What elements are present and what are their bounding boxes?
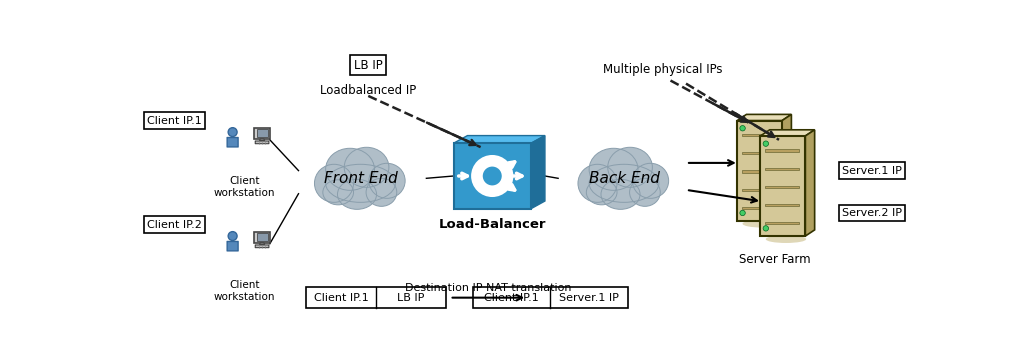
Text: Front End: Front End bbox=[324, 171, 397, 186]
Text: Client IP.2: Client IP.2 bbox=[147, 220, 202, 229]
Circle shape bbox=[740, 210, 745, 216]
Text: Loadbalanced IP: Loadbalanced IP bbox=[321, 83, 417, 97]
Ellipse shape bbox=[326, 164, 395, 202]
Polygon shape bbox=[454, 135, 545, 143]
Ellipse shape bbox=[607, 147, 652, 187]
Ellipse shape bbox=[344, 147, 389, 187]
Circle shape bbox=[763, 141, 769, 146]
Text: Server Farm: Server Farm bbox=[739, 253, 811, 266]
FancyBboxPatch shape bbox=[737, 121, 782, 221]
Ellipse shape bbox=[742, 220, 783, 228]
FancyBboxPatch shape bbox=[765, 168, 799, 170]
Ellipse shape bbox=[314, 164, 353, 202]
Polygon shape bbox=[782, 114, 792, 221]
FancyBboxPatch shape bbox=[765, 186, 799, 188]
FancyBboxPatch shape bbox=[741, 170, 776, 173]
Ellipse shape bbox=[326, 148, 375, 190]
Circle shape bbox=[740, 126, 745, 131]
Text: Server.1 IP: Server.1 IP bbox=[559, 293, 620, 303]
Text: Client IP.1: Client IP.1 bbox=[147, 115, 202, 126]
FancyBboxPatch shape bbox=[741, 188, 776, 191]
Text: Client
workstation: Client workstation bbox=[213, 280, 275, 302]
FancyBboxPatch shape bbox=[473, 287, 628, 309]
Text: Load-Balancer: Load-Balancer bbox=[438, 218, 546, 231]
Ellipse shape bbox=[366, 178, 396, 206]
Circle shape bbox=[472, 156, 512, 196]
FancyBboxPatch shape bbox=[761, 136, 805, 236]
FancyBboxPatch shape bbox=[741, 152, 776, 155]
Polygon shape bbox=[805, 130, 815, 236]
FancyBboxPatch shape bbox=[741, 134, 776, 136]
Polygon shape bbox=[259, 243, 265, 244]
Text: LB IP: LB IP bbox=[354, 58, 383, 72]
FancyBboxPatch shape bbox=[227, 138, 239, 147]
FancyBboxPatch shape bbox=[257, 129, 267, 137]
Text: Client IP.1: Client IP.1 bbox=[313, 293, 369, 303]
Ellipse shape bbox=[766, 235, 806, 243]
Text: Multiple physical IPs: Multiple physical IPs bbox=[603, 63, 723, 76]
Circle shape bbox=[228, 128, 238, 136]
Ellipse shape bbox=[587, 180, 617, 205]
Ellipse shape bbox=[589, 164, 658, 202]
Ellipse shape bbox=[630, 178, 660, 206]
Polygon shape bbox=[259, 139, 265, 140]
FancyBboxPatch shape bbox=[765, 149, 799, 152]
Text: LB IP: LB IP bbox=[397, 293, 425, 303]
Circle shape bbox=[228, 232, 238, 241]
FancyBboxPatch shape bbox=[255, 141, 269, 144]
Polygon shape bbox=[761, 130, 815, 136]
Ellipse shape bbox=[589, 148, 638, 190]
Circle shape bbox=[481, 166, 503, 187]
FancyBboxPatch shape bbox=[227, 241, 239, 251]
FancyBboxPatch shape bbox=[306, 287, 445, 309]
Ellipse shape bbox=[338, 179, 377, 209]
Text: Server.1 IP: Server.1 IP bbox=[842, 166, 902, 176]
Circle shape bbox=[763, 226, 769, 231]
Text: Client
workstation: Client workstation bbox=[213, 176, 275, 198]
FancyBboxPatch shape bbox=[765, 222, 799, 224]
Text: Client IP.1: Client IP.1 bbox=[484, 293, 539, 303]
FancyBboxPatch shape bbox=[741, 207, 776, 209]
FancyBboxPatch shape bbox=[454, 143, 531, 209]
FancyBboxPatch shape bbox=[255, 245, 269, 248]
Ellipse shape bbox=[323, 180, 353, 205]
Text: Destination IP NAT translation: Destination IP NAT translation bbox=[406, 284, 571, 293]
Polygon shape bbox=[531, 135, 545, 209]
FancyBboxPatch shape bbox=[765, 204, 799, 206]
FancyBboxPatch shape bbox=[254, 128, 269, 139]
Ellipse shape bbox=[369, 163, 406, 198]
Ellipse shape bbox=[633, 163, 669, 198]
Ellipse shape bbox=[578, 164, 617, 202]
FancyBboxPatch shape bbox=[254, 232, 269, 243]
Ellipse shape bbox=[601, 179, 640, 209]
Polygon shape bbox=[737, 114, 792, 121]
Text: Server.2 IP: Server.2 IP bbox=[842, 208, 902, 218]
FancyBboxPatch shape bbox=[257, 233, 267, 241]
Text: Back End: Back End bbox=[589, 171, 659, 186]
